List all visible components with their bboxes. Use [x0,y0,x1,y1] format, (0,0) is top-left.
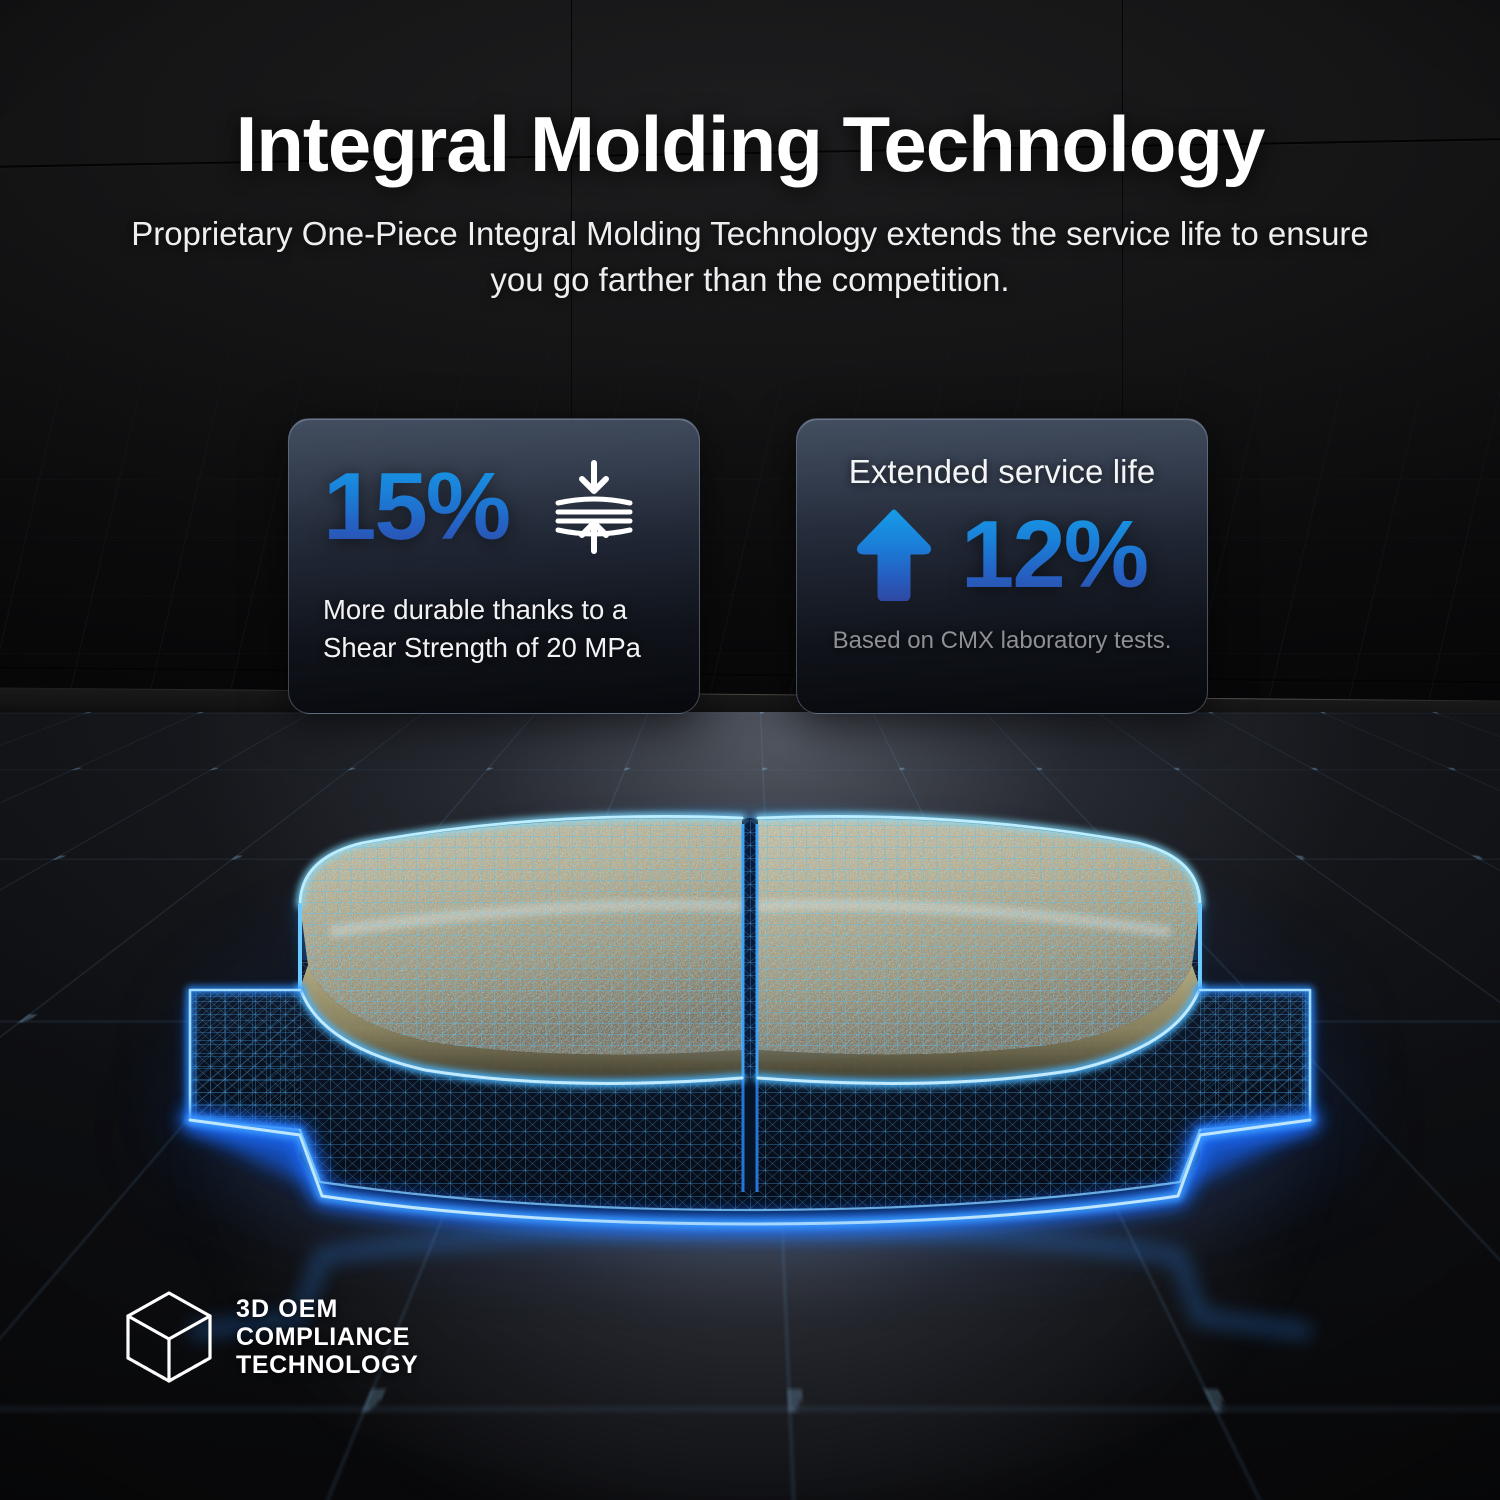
stat-card-durability[interactable]: 15% [288,418,700,714]
stat-cards: 15% [288,418,1208,714]
header: Integral Molding Technology Proprietary … [0,0,1500,302]
service-life-stat-row: 12% [831,507,1173,603]
brand-line-1: 3D OEM [236,1295,339,1323]
up-arrow-icon [856,509,931,602]
service-life-heading: Extended service life [848,453,1156,490]
durability-description: More durable thanks to a Shear Strength … [323,594,641,663]
compression-icon [551,457,637,557]
brand-line-2: COMPLIANCE [236,1323,411,1351]
service-life-stat-value: 12% [960,501,1149,608]
brand-line-3: TECHNOLOGY [236,1351,419,1379]
service-life-footnote: Based on CMX laboratory tests. [832,627,1172,654]
page-subtitle: Proprietary One-Piece Integral Molding T… [131,215,1369,298]
stat-card-service-life[interactable]: Extended service life [796,418,1208,714]
durability-stat-value: 15% [323,453,511,560]
brand-badge-text: 3D OEM COMPLIANCE TECHNOLOGY [236,1295,418,1379]
page-title: Integral Molding Technology [235,100,1266,188]
isometric-cube-icon [122,1288,216,1386]
brand-badge: 3D OEM COMPLIANCE TECHNOLOGY [122,1288,418,1386]
durability-stat-row: 15% [323,419,665,557]
